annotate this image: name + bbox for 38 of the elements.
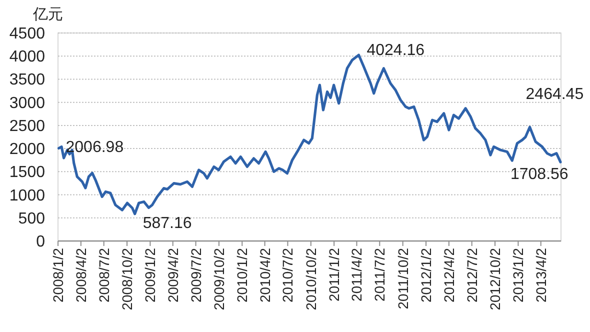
x-tick-label: 2010/7/2 (280, 248, 296, 302)
y-tick-label: 0 (36, 234, 46, 250)
x-tick-label: 2008/10/2 (119, 248, 136, 310)
x-tick-label: 2012/7/2 (464, 248, 480, 302)
x-tick-label: 2010/1/2 (234, 248, 250, 302)
y-tick-label: 500 (18, 210, 46, 228)
x-tick-label: 2009/1/2 (142, 248, 158, 302)
annotation: 4024.16 (366, 42, 425, 59)
annotation: 2006.98 (66, 139, 124, 156)
x-tick-label: 2011/7/2 (372, 248, 388, 302)
x-tick-label: 2009/7/2 (188, 248, 204, 302)
annotation: 587.16 (142, 214, 192, 232)
x-tick-label: 2008/7/2 (96, 248, 112, 302)
x-tick-label: 2010/10/2 (302, 248, 319, 310)
x-tick-label: 2011/4/2 (348, 248, 365, 302)
x-tick-label: 2008/1/2 (50, 248, 66, 302)
x-tick-label: 2012/10/2 (487, 248, 504, 310)
y-tick-label: 2500 (9, 118, 46, 135)
y-tick-label: 3000 (9, 94, 46, 112)
y-tick-label: 1500 (9, 164, 46, 182)
x-tick-label: 2010/4/2 (256, 248, 273, 302)
x-tick-label: 2011/10/2 (394, 248, 411, 310)
x-tick-label: 2012/4/2 (440, 248, 457, 302)
annotation: 2464.45 (526, 86, 584, 104)
y-tick-label: 4500 (9, 26, 46, 42)
x-tick-label: 2009/4/2 (164, 248, 181, 302)
x-tick-label: 2009/10/2 (210, 248, 227, 310)
x-tick-label: 2013/4/2 (532, 248, 549, 302)
x-tick-label: 2012/1/2 (418, 248, 434, 302)
y-tick-label: 3500 (9, 72, 46, 89)
y-tick-label: 2000 (9, 141, 46, 158)
y-axis-title: 亿元 (32, 6, 63, 23)
x-tick-label: 2013/1/2 (510, 248, 526, 302)
x-tick-label: 2011/1/2 (326, 248, 342, 302)
annotation: 1708.56 (510, 166, 568, 184)
y-tick-label: 1000 (9, 187, 46, 204)
y-tick-label: 4000 (9, 48, 46, 66)
x-tick-label: 2008/4/2 (72, 248, 89, 302)
